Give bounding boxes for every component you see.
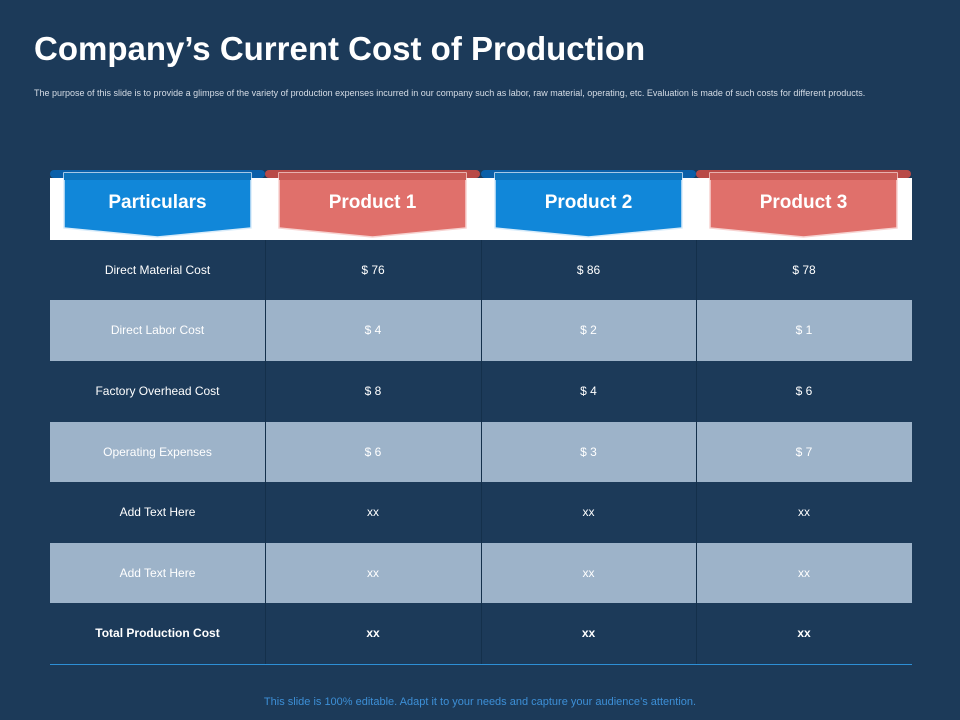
product-3-value: $ 7 [795, 445, 813, 459]
product-3-value: xx [798, 505, 810, 519]
footer-note: This slide is 100% editable. Adapt it to… [263, 696, 697, 708]
product-3-value: $ 6 [795, 384, 813, 398]
product-3-value: $ 78 [792, 263, 816, 277]
column-header-product-3: Product 3 [696, 170, 911, 240]
column-header-particulars: Particulars [50, 170, 265, 240]
product-3-value: xx [798, 566, 810, 580]
product-2-value: $ 2 [580, 323, 597, 337]
slide-subtitle: The purpose of this slide is to provide … [34, 88, 866, 98]
column-header-product-2: Product 2 [481, 170, 696, 240]
product-1-value: $ 4 [364, 323, 382, 337]
row-label: Add Text Here [119, 566, 196, 580]
product-2-value: xx [582, 566, 595, 580]
column-header-label: Particulars [108, 192, 207, 213]
product-1-value: xx [367, 566, 379, 580]
product-2-value: $ 4 [580, 384, 597, 398]
row-label: Operating Expenses [103, 445, 212, 459]
column-header-label: Product 3 [759, 192, 848, 213]
table-bottom-rule [50, 664, 912, 665]
product-3-value: $ 1 [795, 323, 813, 337]
row-label: Direct Labor Cost [110, 323, 205, 337]
banner-ribbon-blue [494, 172, 683, 238]
column-divider [265, 240, 266, 664]
product-2-value: xx [582, 505, 595, 519]
column-header-product-1: Product 1 [265, 170, 480, 240]
product-2-value: $ 86 [576, 263, 601, 277]
banner-ribbon-blue [63, 172, 252, 238]
slide-title: Company’s Current Cost of Production [34, 30, 646, 67]
row-label: Total Production Cost [95, 626, 220, 640]
product-1-value: xx [366, 626, 380, 640]
column-header-label: Product 2 [544, 192, 633, 213]
row-label: Add Text Here [119, 505, 196, 519]
product-2-value: xx [581, 626, 596, 640]
product-1-value: xx [367, 505, 379, 519]
product-3-value: xx [797, 626, 811, 640]
product-2-value: $ 3 [580, 445, 597, 459]
product-1-value: $ 6 [364, 445, 382, 459]
row-label: Direct Material Cost [104, 263, 211, 277]
product-1-value: $ 76 [361, 263, 385, 277]
product-1-value: $ 8 [364, 384, 382, 398]
column-header-label: Product 1 [328, 192, 417, 213]
banner-ribbon-red [278, 172, 467, 238]
column-divider [696, 240, 697, 664]
row-label: Factory Overhead Cost [95, 384, 220, 398]
banner-ribbon-red [709, 172, 898, 238]
column-divider [481, 240, 482, 664]
